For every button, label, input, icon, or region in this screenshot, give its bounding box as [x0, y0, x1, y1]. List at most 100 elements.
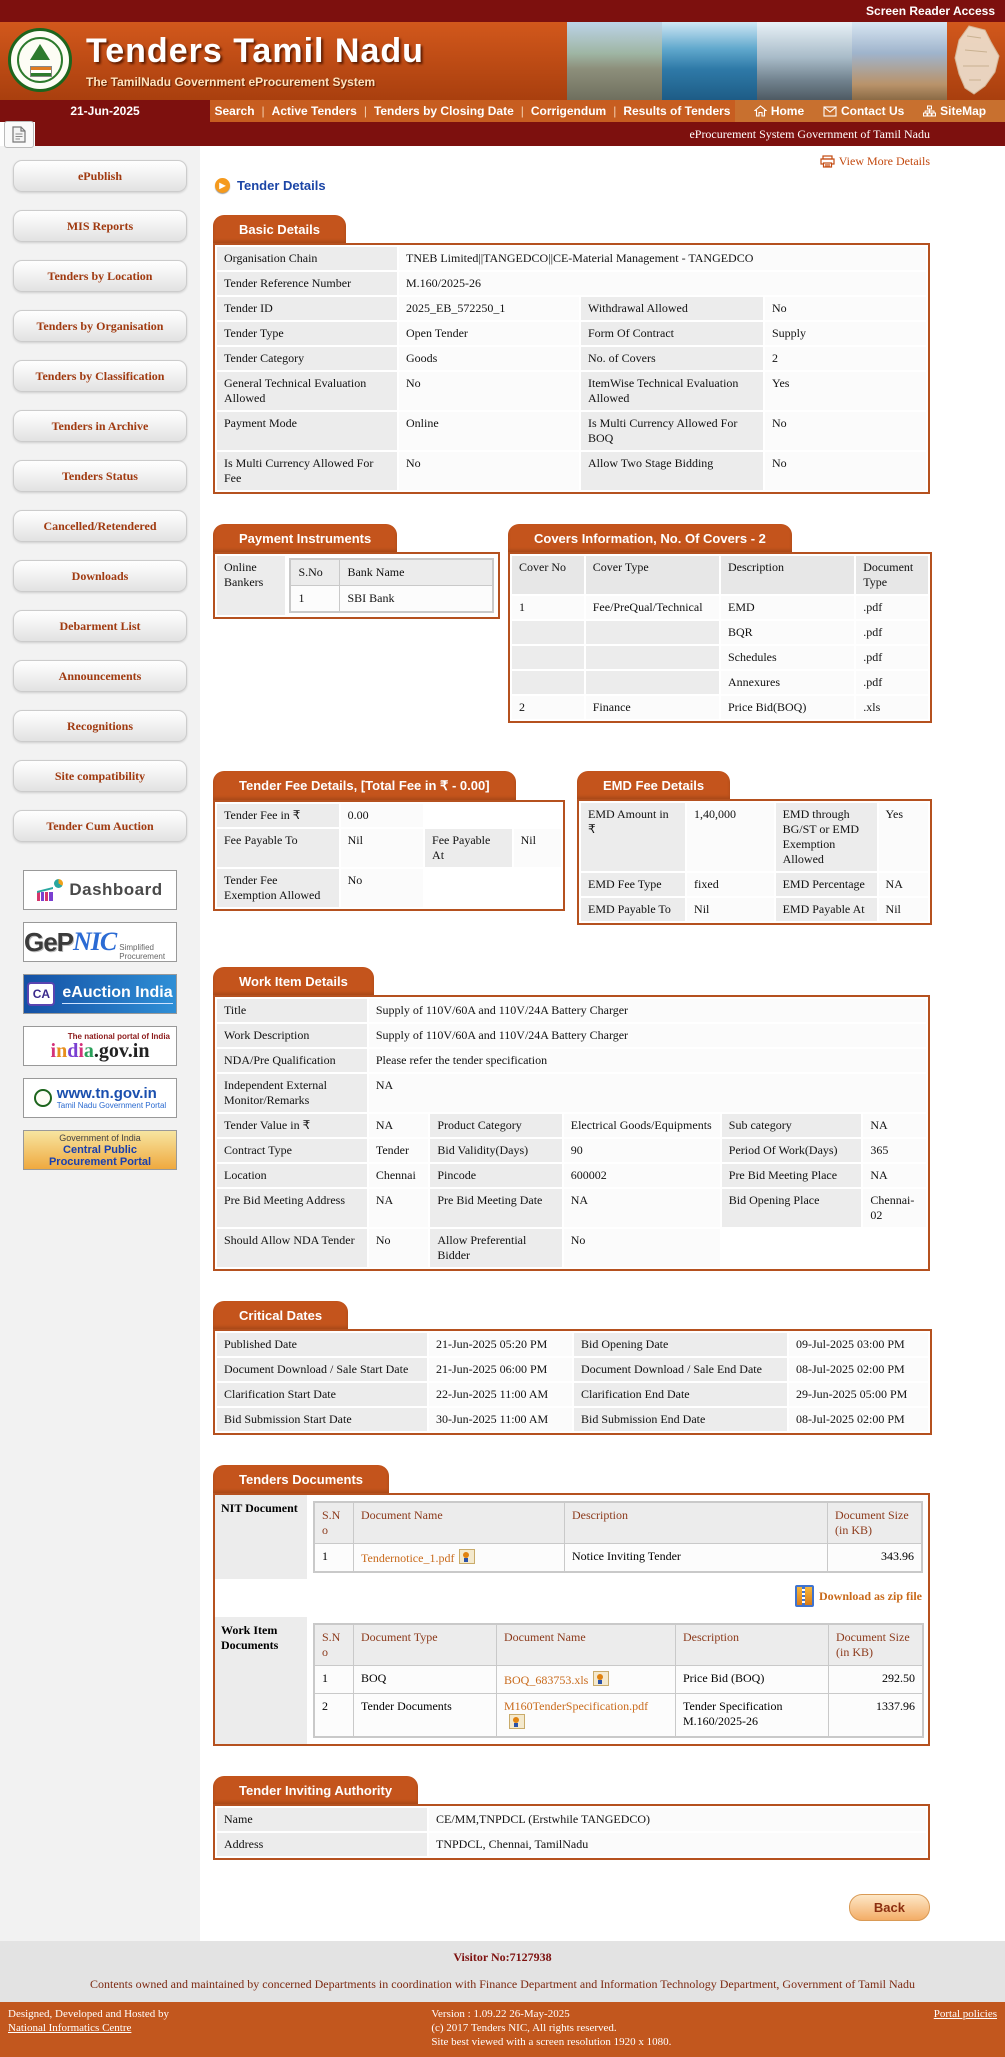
- document-shortcut-icon[interactable]: [4, 121, 34, 148]
- nav-utility: Home Contact Us SiteMap: [735, 100, 1005, 122]
- nav-item-tenders-by-closing-date[interactable]: Tenders by Closing Date: [373, 104, 514, 118]
- visitor-counter: Visitor No:7127938: [453, 1950, 552, 1964]
- contact-us-link[interactable]: Contact Us: [823, 104, 904, 118]
- table-row: Work Description Supply of 110V/60A and 1…: [217, 1024, 926, 1047]
- work-item-documents-table: S.No Document Type Document Name Descriptio…: [313, 1623, 924, 1738]
- view-more-details-link[interactable]: View More Details: [820, 154, 930, 169]
- field-value: No: [399, 452, 579, 490]
- eauction-india-logo[interactable]: CA eAuction India: [23, 974, 177, 1014]
- critical-dates-tab: Critical Dates: [213, 1301, 349, 1329]
- gepnic-logo[interactable]: GeP NIC Simplified Procurement: [23, 922, 177, 962]
- table-row: Tender Category Goods No. of Covers 2: [217, 347, 927, 370]
- screen-reader-bar: Screen Reader Access: [0, 0, 1005, 22]
- back-button-row: Back: [213, 1894, 930, 1921]
- sidebar-item-debarment-list[interactable]: Debarment List: [13, 610, 187, 642]
- section-critical-dates: Critical Dates Published Date 21-Jun-2025…: [213, 1301, 932, 1435]
- field-value: TNEB Limited||TANGEDCO||CE-Material Mana…: [399, 247, 927, 270]
- tn-government-emblem: [8, 28, 72, 92]
- sidebar-item-tenders-in-archive[interactable]: Tenders in Archive: [13, 410, 187, 442]
- field-value: Open Tender: [399, 322, 579, 345]
- table-row: Tender Reference Number M.160/2025-26: [217, 272, 927, 295]
- column-header: Description: [721, 556, 855, 594]
- sidebar-item-mis-reports[interactable]: MIS Reports: [13, 210, 187, 242]
- footer-policies: Portal policies: [934, 2007, 997, 2049]
- sidebar-item-tenders-by-location[interactable]: Tenders by Location: [13, 260, 187, 292]
- fees-row: Tender Fee Details, [Total Fee in ₹ - 0.…: [213, 771, 1005, 925]
- table-row: EMD Fee Type fixed EMD Percentage NA: [581, 873, 928, 896]
- sidebar-item-tenders-by-classification[interactable]: Tenders by Classification: [13, 360, 187, 392]
- field-label: Form Of Contract: [581, 322, 763, 345]
- section-work-item-details: Work Item Details Title Supply of 110V/60…: [213, 967, 930, 1271]
- cppp-logo[interactable]: Government of India Central Public Procu…: [23, 1130, 177, 1170]
- nit-document-link[interactable]: Tendernotice_1.pdf: [361, 1551, 455, 1565]
- site-subtitle: The TamilNadu Government eProcurement Sy…: [86, 75, 376, 89]
- back-button[interactable]: Back: [848, 1894, 930, 1921]
- column-header: Document Type: [856, 556, 928, 594]
- work-item-details-tab: Work Item Details: [213, 967, 374, 995]
- current-date: 21-Jun-2025: [0, 100, 210, 122]
- column-header: Description: [565, 1503, 827, 1543]
- nav-item-results-of-tenders[interactable]: Results of Tenders: [623, 104, 731, 118]
- field-value: No: [399, 372, 579, 410]
- sidebar-item-cancelled-retendered[interactable]: Cancelled/Retendered: [13, 510, 187, 542]
- field-value: M.160/2025-26: [399, 272, 927, 295]
- india-gov-in-logo[interactable]: The national portal of India indiaindia.…: [23, 1026, 177, 1066]
- section-covers-information: Covers Information, No. Of Covers - 2 Co…: [508, 524, 932, 723]
- tender-fee-details-tab: Tender Fee Details, [Total Fee in ₹ - 0.…: [213, 771, 516, 800]
- work-doc-link[interactable]: BOQ_683753.xls: [504, 1673, 589, 1687]
- screen-reader-access-link[interactable]: Screen Reader Access: [866, 4, 995, 18]
- nic-link[interactable]: National Informatics Centre: [8, 2022, 132, 2034]
- sidebar-item-site-compatibility[interactable]: Site compatibility: [13, 760, 187, 792]
- page-title: ▶ Tender Details: [215, 178, 1005, 193]
- table-row: 1 Fee/PreQual/Technical EMD .pdf: [512, 596, 928, 619]
- work-doc-link[interactable]: M160TenderSpecification.pdf: [504, 1699, 649, 1713]
- nav-item-corrigendum[interactable]: Corrigendum: [530, 104, 607, 118]
- eauction-badge-icon: CA: [27, 982, 56, 1006]
- table-row: 1 BOQ BOQ_683753.xls Price Bid (BOQ) 292…: [315, 1666, 922, 1693]
- column-header: S.No: [291, 560, 340, 585]
- dashboard-logo[interactable]: Dashboard: [23, 870, 177, 910]
- column-header: Cover Type: [585, 556, 719, 594]
- sitemap-link[interactable]: SiteMap: [923, 104, 986, 118]
- field-label: Tender Category: [217, 347, 397, 370]
- table-row: Name CE/MM,TNPDCL (Erstwhile TANGEDCO): [217, 1808, 926, 1831]
- sidebar-item-tender-cum-auction[interactable]: Tender Cum Auction: [13, 810, 187, 842]
- table-row: Location Chennai Pincode 600002 Pre Bid Meet…: [217, 1164, 926, 1187]
- field-value: Online: [399, 412, 579, 450]
- site-title: Tenders Tamil Nadu: [86, 32, 424, 70]
- table-row: BQR .pdf: [512, 621, 928, 644]
- field-value: No: [765, 297, 927, 320]
- table-row: Published Date 21-Jun-2025 05:20 PM Bid Op…: [217, 1333, 928, 1356]
- sidebar-item-recognitions[interactable]: Recognitions: [13, 710, 187, 742]
- field-value: No: [765, 412, 927, 450]
- footer-contents-note: Contents owned and maintained by concern…: [90, 1977, 915, 1991]
- home-link[interactable]: Home: [753, 104, 804, 118]
- portal-policies-link[interactable]: Portal policies: [933, 2008, 997, 2020]
- field-label: Withdrawal Allowed: [581, 297, 763, 320]
- sidebar-logos: Dashboard GeP NIC Simplified Procurement …: [0, 870, 200, 1170]
- sidebar-item-downloads[interactable]: Downloads: [13, 560, 187, 592]
- tn-gov-in-logo[interactable]: www.tn.gov.in Tamil Nadu Government Port…: [23, 1078, 177, 1118]
- home-icon: [753, 105, 767, 117]
- banner-photo-collage: [567, 22, 947, 100]
- sidebar-item-tenders-status[interactable]: Tenders Status: [13, 460, 187, 492]
- table-row: EMD Amount in ₹1,40,000 EMD through BG/ST…: [581, 803, 928, 871]
- mail-icon: [823, 105, 837, 117]
- sidebar-item-announcements[interactable]: Announcements: [13, 660, 187, 692]
- column-header: Document Type: [354, 1625, 496, 1665]
- body: ePublish MIS Reports Tenders by Location…: [0, 146, 1005, 1941]
- table-row: Tender Fee in ₹0.00: [217, 804, 561, 827]
- table-row: 2 Finance Price Bid(BOQ) .xls: [512, 696, 928, 719]
- download-as-zip-link[interactable]: Download as zip file: [794, 1585, 922, 1607]
- sidebar-item-epublish[interactable]: ePublish: [13, 160, 187, 192]
- sitemap-icon: [923, 105, 937, 117]
- table-row: Pre Bid Meeting Address NA Pre Bid Meeting…: [217, 1189, 926, 1227]
- nav-item-active-tenders[interactable]: Active Tenders: [271, 104, 357, 118]
- nav-item-search[interactable]: Search: [214, 104, 255, 118]
- navbar: 21-Jun-2025 Search | Active Tenders | Tend…: [0, 100, 1005, 122]
- table-row: NDA/Pre Qualification Please refer the te…: [217, 1049, 926, 1072]
- table-row: Is Multi Currency Allowed For Fee No Allow…: [217, 452, 927, 490]
- sidebar-item-tenders-by-organisation[interactable]: Tenders by Organisation: [13, 310, 187, 342]
- field-label: Allow Two Stage Bidding: [581, 452, 763, 490]
